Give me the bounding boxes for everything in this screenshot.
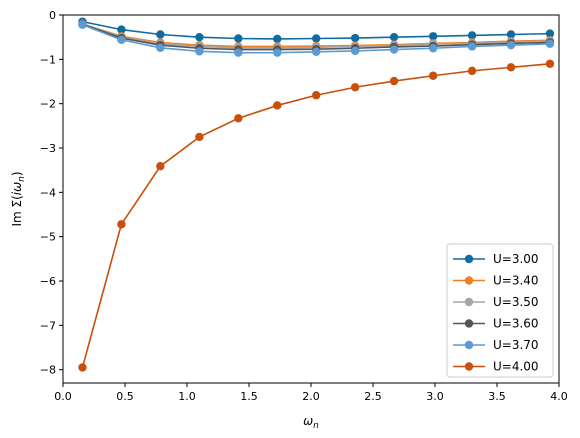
legend-box <box>446 243 554 378</box>
x-tick-label: 0.5 <box>116 390 134 403</box>
legend-marker <box>464 362 474 371</box>
y-tick-label: −2 <box>40 98 56 111</box>
x-tick-label: 1.0 <box>178 390 196 403</box>
data-point <box>467 31 477 40</box>
legend-marker <box>464 297 474 307</box>
data-point <box>545 59 555 68</box>
x-tick-label: 0.0 <box>54 390 72 403</box>
data-point <box>389 45 399 54</box>
data-point <box>428 71 438 80</box>
legend-marker <box>464 254 474 264</box>
data-point <box>273 34 282 44</box>
data-point <box>273 101 282 110</box>
data-point <box>428 44 438 53</box>
data-point <box>195 32 204 42</box>
y-tick-label: −8 <box>40 364 56 377</box>
x-tick-label: 2.0 <box>302 390 320 403</box>
x-axis-label: ωn <box>303 414 319 431</box>
legend-marker <box>464 340 474 350</box>
series-u-4-00 <box>78 59 555 372</box>
x-tick-label: 2.5 <box>364 390 382 403</box>
data-point <box>234 114 243 123</box>
data-point <box>273 48 282 57</box>
data-point <box>506 40 516 50</box>
data-point <box>195 47 204 56</box>
x-tick-label: 4.0 <box>550 390 568 403</box>
data-point <box>234 34 243 43</box>
y-tick-label: −1 <box>40 53 56 66</box>
legend-label: U=3.70 <box>493 338 539 352</box>
y-tick-label: −5 <box>40 231 56 244</box>
data-point <box>545 29 555 38</box>
series-u-3-00 <box>78 17 555 44</box>
y-tick-label: 0 <box>49 9 56 22</box>
data-point <box>117 35 126 45</box>
legend-marker <box>464 276 474 285</box>
legend-label: U=3.40 <box>493 274 539 288</box>
data-point <box>312 34 321 43</box>
data-point <box>156 30 165 39</box>
y-axis: 0 −1 −2 −3 −4 −5 −6 −7 −8 <box>40 9 63 377</box>
data-point <box>117 220 126 229</box>
legend-label: U=3.60 <box>493 317 539 331</box>
data-point <box>389 32 399 42</box>
data-point <box>78 363 87 372</box>
y-tick-label: −7 <box>40 319 56 332</box>
data-point <box>467 66 477 76</box>
data-point <box>78 20 87 29</box>
legend-marker <box>464 319 474 328</box>
x-tick-label: 3.5 <box>488 390 506 403</box>
data-point <box>234 48 243 57</box>
x-tick-label: 3.0 <box>426 390 444 403</box>
data-point <box>156 161 165 171</box>
series-layer <box>78 17 555 372</box>
data-point <box>195 132 204 142</box>
data-point <box>467 42 477 51</box>
y-tick-label: −4 <box>40 186 56 199</box>
data-point <box>350 33 360 43</box>
legend-label: U=4.00 <box>493 360 539 374</box>
legend-label: U=3.00 <box>493 252 539 266</box>
data-point <box>312 91 321 100</box>
y-tick-label: −3 <box>40 142 56 155</box>
x-tick-label: 1.5 <box>240 390 258 403</box>
data-point <box>506 30 516 39</box>
series-u-3-70 <box>78 20 555 57</box>
data-point <box>389 76 399 86</box>
y-axis-label: Im Σ(iωn) <box>10 171 27 226</box>
data-point <box>312 47 321 56</box>
y-tick-label: −6 <box>40 275 56 288</box>
data-point <box>506 63 516 72</box>
data-point <box>156 43 165 53</box>
data-point <box>117 25 126 34</box>
x-axis: 0.0 0.5 1.0 1.5 2.0 2.5 3.0 3.5 4.0 <box>54 383 568 403</box>
legend-label: U=3.50 <box>493 295 539 309</box>
data-point <box>545 39 555 49</box>
data-point <box>428 32 438 41</box>
data-point <box>350 46 360 56</box>
data-point <box>350 83 360 92</box>
legend: U=3.00 U=3.40 U=3.50 U=3.60 U=3.70 U=4.00 <box>446 243 554 378</box>
